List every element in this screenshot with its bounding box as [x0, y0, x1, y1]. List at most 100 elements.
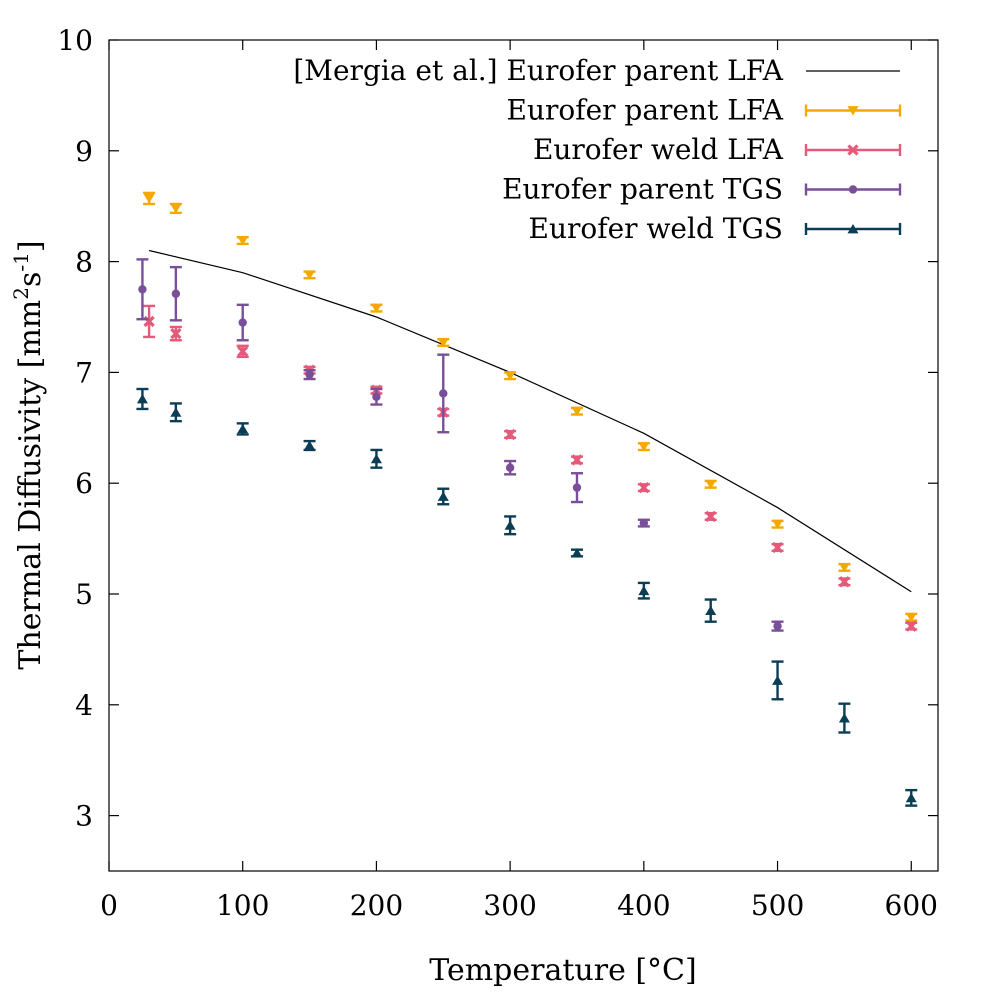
y-axis-title-mid: s: [13, 272, 48, 287]
y-axis-ticks: 3 4 5 6 7 8 9 10: [57, 24, 938, 833]
data-point: [571, 548, 583, 558]
data-point: [170, 407, 182, 417]
data-point: [238, 318, 247, 327]
y-tick-label: 3: [75, 800, 93, 833]
data-point: [504, 428, 516, 441]
x-marker-stroke: [638, 482, 650, 494]
data-point: [571, 454, 583, 466]
legend-marker: [847, 106, 859, 116]
data-point: [504, 371, 516, 381]
x-marker-stroke: [838, 576, 851, 588]
data-point: [370, 303, 382, 314]
data-point: [771, 541, 784, 554]
data-point: [304, 270, 316, 280]
data-point: [370, 453, 382, 464]
legend-entry: Eurofer weld TGS: [529, 212, 902, 245]
data-point: [136, 394, 148, 404]
x-tick-label: 500: [751, 889, 804, 922]
x-marker-stroke: [771, 541, 784, 554]
series-2: [143, 304, 918, 632]
series-4: [136, 387, 918, 807]
x-marker-stroke: [847, 144, 859, 156]
y-tick-label: 5: [75, 578, 93, 611]
data-point: [773, 621, 782, 631]
legend-label: Eurofer weld TGS: [529, 212, 783, 245]
x-marker-stroke: [504, 428, 516, 441]
x-tick-label: 100: [216, 889, 269, 922]
data-point: [772, 519, 784, 530]
legend-label: Eurofer parent TGS: [502, 173, 783, 206]
legend-marker: [848, 185, 858, 194]
series-0: [148, 249, 912, 593]
reference-line: [148, 249, 912, 593]
series-layer: [136, 191, 918, 807]
data-point: [905, 612, 917, 623]
legend-label: Eurofer parent LFA: [507, 94, 784, 127]
data-point: [571, 406, 583, 417]
legend-entry: Eurofer parent LFA: [507, 94, 902, 127]
data-point: [705, 510, 717, 523]
y-tick-label: 8: [75, 246, 93, 279]
x-tick-label: 400: [617, 889, 670, 922]
data-point: [705, 605, 717, 616]
data-point: [772, 675, 784, 685]
series-3: [136, 258, 784, 632]
x-tick-label: 200: [350, 889, 403, 922]
y-axis-title-main: Thermal Diffusivity [mm: [13, 300, 48, 670]
legend-entry: Eurofer parent TGS: [502, 173, 902, 206]
plot-border: [108, 39, 939, 872]
y-tick-label: 7: [75, 356, 93, 389]
x-marker-stroke: [705, 510, 717, 523]
legend-label: [Mergia et al.] Eurofer parent LFA: [293, 54, 783, 87]
data-point: [638, 482, 650, 494]
y-tick-label: 4: [75, 689, 93, 722]
data-point: [505, 463, 515, 472]
legend-marker: [847, 224, 859, 234]
data-point: [639, 518, 649, 528]
x-marker-stroke: [571, 454, 583, 466]
legend-entry: [Mergia et al.] Eurofer parent LFA: [293, 54, 900, 87]
series-1: [143, 191, 918, 623]
data-point: [437, 491, 449, 501]
legend-entry: Eurofer weld LFA: [533, 133, 902, 166]
data-point: [905, 620, 917, 632]
x-marker-stroke: [237, 345, 249, 357]
data-point: [305, 370, 314, 379]
data-point: [171, 289, 181, 298]
y-axis-title-end: ]: [13, 240, 48, 252]
x-axis-title: Temperature [°C]: [429, 953, 696, 988]
data-point: [372, 392, 381, 401]
legend: [Mergia et al.] Eurofer parent LFA Eurofe…: [293, 54, 902, 245]
x-marker-stroke: [143, 315, 155, 328]
data-point: [138, 285, 147, 294]
y-tick-label: 9: [75, 135, 93, 168]
legend-marker: [847, 144, 859, 156]
data-point: [437, 338, 449, 348]
data-point: [705, 479, 717, 490]
data-point: [572, 483, 582, 492]
y-axis-title-sup2: -1: [9, 252, 33, 271]
x-tick-label: 0: [100, 889, 118, 922]
data-point: [237, 236, 249, 246]
x-marker-stroke: [170, 327, 182, 340]
data-point: [143, 194, 155, 204]
data-point: [504, 520, 516, 530]
y-axis-title: Thermal Diffusivity [mm2s-1]: [9, 240, 48, 669]
data-point: [638, 585, 650, 596]
y-tick-label: 6: [75, 467, 93, 500]
data-point: [170, 204, 182, 214]
data-point: [905, 792, 917, 803]
x-marker-stroke: [905, 620, 917, 632]
data-point: [170, 327, 182, 340]
plot-frame: [108, 39, 939, 872]
data-point: [304, 440, 316, 450]
data-point: [838, 713, 850, 723]
data-point: [237, 345, 249, 357]
data-point: [838, 576, 851, 588]
legend-label: Eurofer weld LFA: [533, 133, 784, 166]
x-tick-label: 300: [483, 889, 536, 922]
y-tick-label: 10: [57, 24, 93, 57]
x-axis-ticks: 0 100 200 300 400 500 600: [100, 40, 938, 922]
y-axis-title-sup1: 2: [9, 287, 33, 300]
